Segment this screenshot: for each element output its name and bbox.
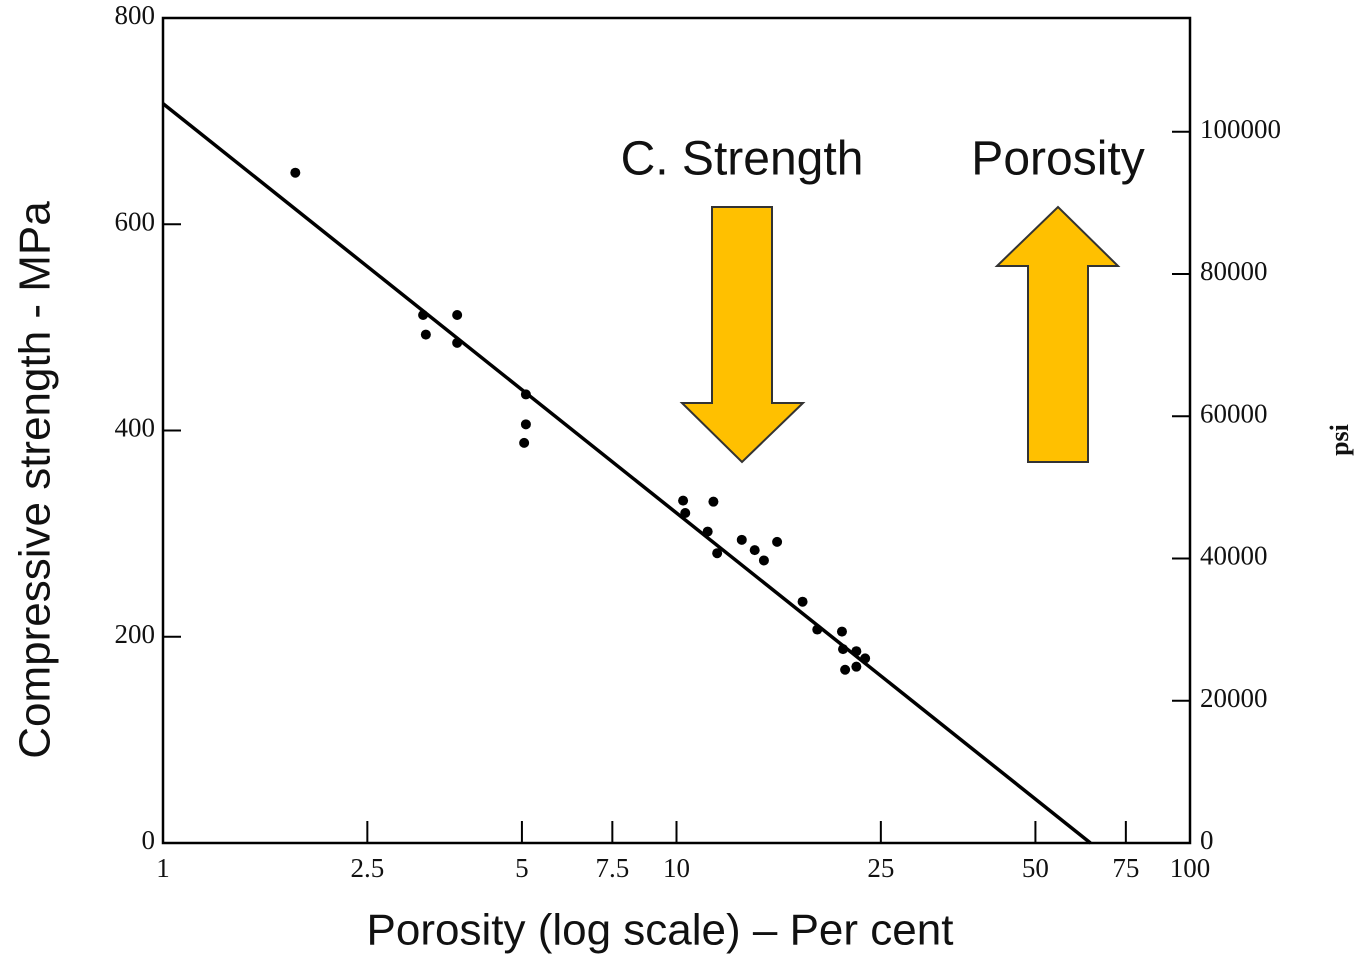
point	[836, 626, 847, 637]
up-arrow	[994, 205, 1121, 463]
x-tick-label: 50	[1022, 853, 1049, 883]
y2-tick-label: 100000	[1200, 114, 1281, 144]
point	[758, 555, 769, 566]
x-axis-label: Porosity (log scale) – Per cent	[367, 906, 954, 955]
point	[860, 653, 871, 664]
point	[290, 167, 301, 178]
y2-tick-label: 40000	[1200, 541, 1268, 571]
point	[736, 534, 747, 545]
y-tick-label: 600	[115, 206, 156, 236]
x-tick-label: 1	[156, 853, 170, 883]
x-tick-label: 5	[515, 853, 529, 883]
y2-tick-label: 20000	[1200, 683, 1268, 713]
y2-tick-label: 80000	[1200, 256, 1268, 286]
y-tick-label: 0	[142, 825, 156, 855]
point	[520, 419, 531, 430]
annotation: Porosity	[971, 133, 1144, 186]
point	[520, 389, 531, 400]
y2-axis-label: psi	[1325, 424, 1354, 456]
point	[519, 437, 530, 448]
point	[851, 646, 862, 657]
fit-line	[161, 102, 1092, 845]
y-axis-label: Compressive strength - MPa	[11, 201, 60, 759]
point	[702, 526, 713, 537]
x-tick-label: 7.5	[595, 853, 629, 883]
point	[851, 661, 862, 672]
point	[452, 337, 463, 348]
point	[678, 495, 689, 506]
point	[812, 624, 823, 635]
point	[708, 496, 719, 507]
point	[840, 664, 851, 675]
down-arrow	[679, 206, 806, 464]
x-tick-label: 100	[1170, 853, 1211, 883]
point	[680, 508, 691, 518]
x-tick-label: 2.5	[350, 853, 384, 883]
x-tick-label: 25	[867, 853, 894, 883]
y2-tick-label: 0	[1200, 825, 1214, 855]
y-tick-label: 200	[115, 619, 156, 649]
point	[452, 310, 463, 320]
point	[418, 310, 429, 320]
x-tick-label: 10	[663, 853, 690, 883]
point	[797, 596, 808, 607]
point	[712, 548, 723, 559]
point	[420, 329, 431, 340]
point	[772, 536, 783, 547]
point	[838, 644, 849, 655]
x-tick-label: 75	[1112, 853, 1139, 883]
y2-tick-label: 60000	[1200, 398, 1268, 428]
annotation: C. Strength	[621, 133, 864, 186]
point	[749, 545, 760, 556]
y-tick-label: 400	[115, 413, 156, 443]
y-tick-label: 800	[115, 0, 156, 30]
